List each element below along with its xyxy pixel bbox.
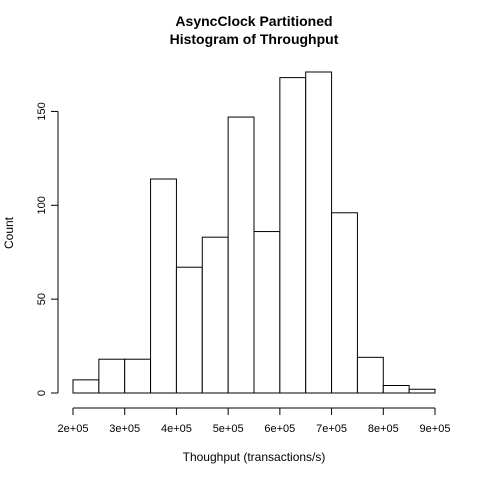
x-tick-label: 2e+05 — [58, 423, 89, 435]
histogram-bar — [124, 358, 152, 394]
y-tick-label: 100 — [36, 196, 48, 214]
x-tick-label: 9e+05 — [420, 423, 451, 435]
histogram-bar — [279, 77, 307, 394]
y-axis-title: Count — [2, 216, 16, 249]
y-axis: 0 50 100 150 — [36, 102, 59, 396]
x-tick-label: 6e+05 — [264, 423, 295, 435]
histogram-bar — [331, 212, 358, 394]
y-tick-label: 150 — [36, 102, 48, 120]
chart-title: AsyncClock Partitioned — [175, 13, 332, 29]
histogram-bar — [408, 388, 436, 394]
chart-subtitle: Histogram of Throughput — [170, 31, 339, 47]
histogram-bar — [356, 356, 384, 394]
histogram-bar — [227, 116, 255, 394]
x-axis-title: Thoughput (transactions/s) — [183, 450, 326, 464]
histogram-bar — [382, 384, 410, 394]
x-tick-label: 3e+05 — [109, 423, 140, 435]
histogram-bar — [253, 231, 281, 394]
histogram-bar — [150, 178, 177, 394]
x-axis: 2e+05 3e+05 4e+05 5e+05 6e+05 7e+05 8e+05 9e+05 — [58, 407, 451, 435]
histogram-bar — [175, 266, 203, 394]
histogram-bar — [72, 379, 100, 394]
histogram-bar — [305, 71, 333, 394]
x-tick-label: 4e+05 — [161, 423, 192, 435]
histogram-bar — [98, 358, 126, 394]
x-tick-label: 5e+05 — [213, 423, 244, 435]
histogram-bar — [201, 236, 229, 394]
y-tick-label: 0 — [36, 390, 48, 396]
x-tick-label: 8e+05 — [368, 423, 399, 435]
bars-group — [72, 71, 436, 394]
y-tick-label: 50 — [36, 293, 48, 305]
x-tick-label: 7e+05 — [316, 423, 347, 435]
